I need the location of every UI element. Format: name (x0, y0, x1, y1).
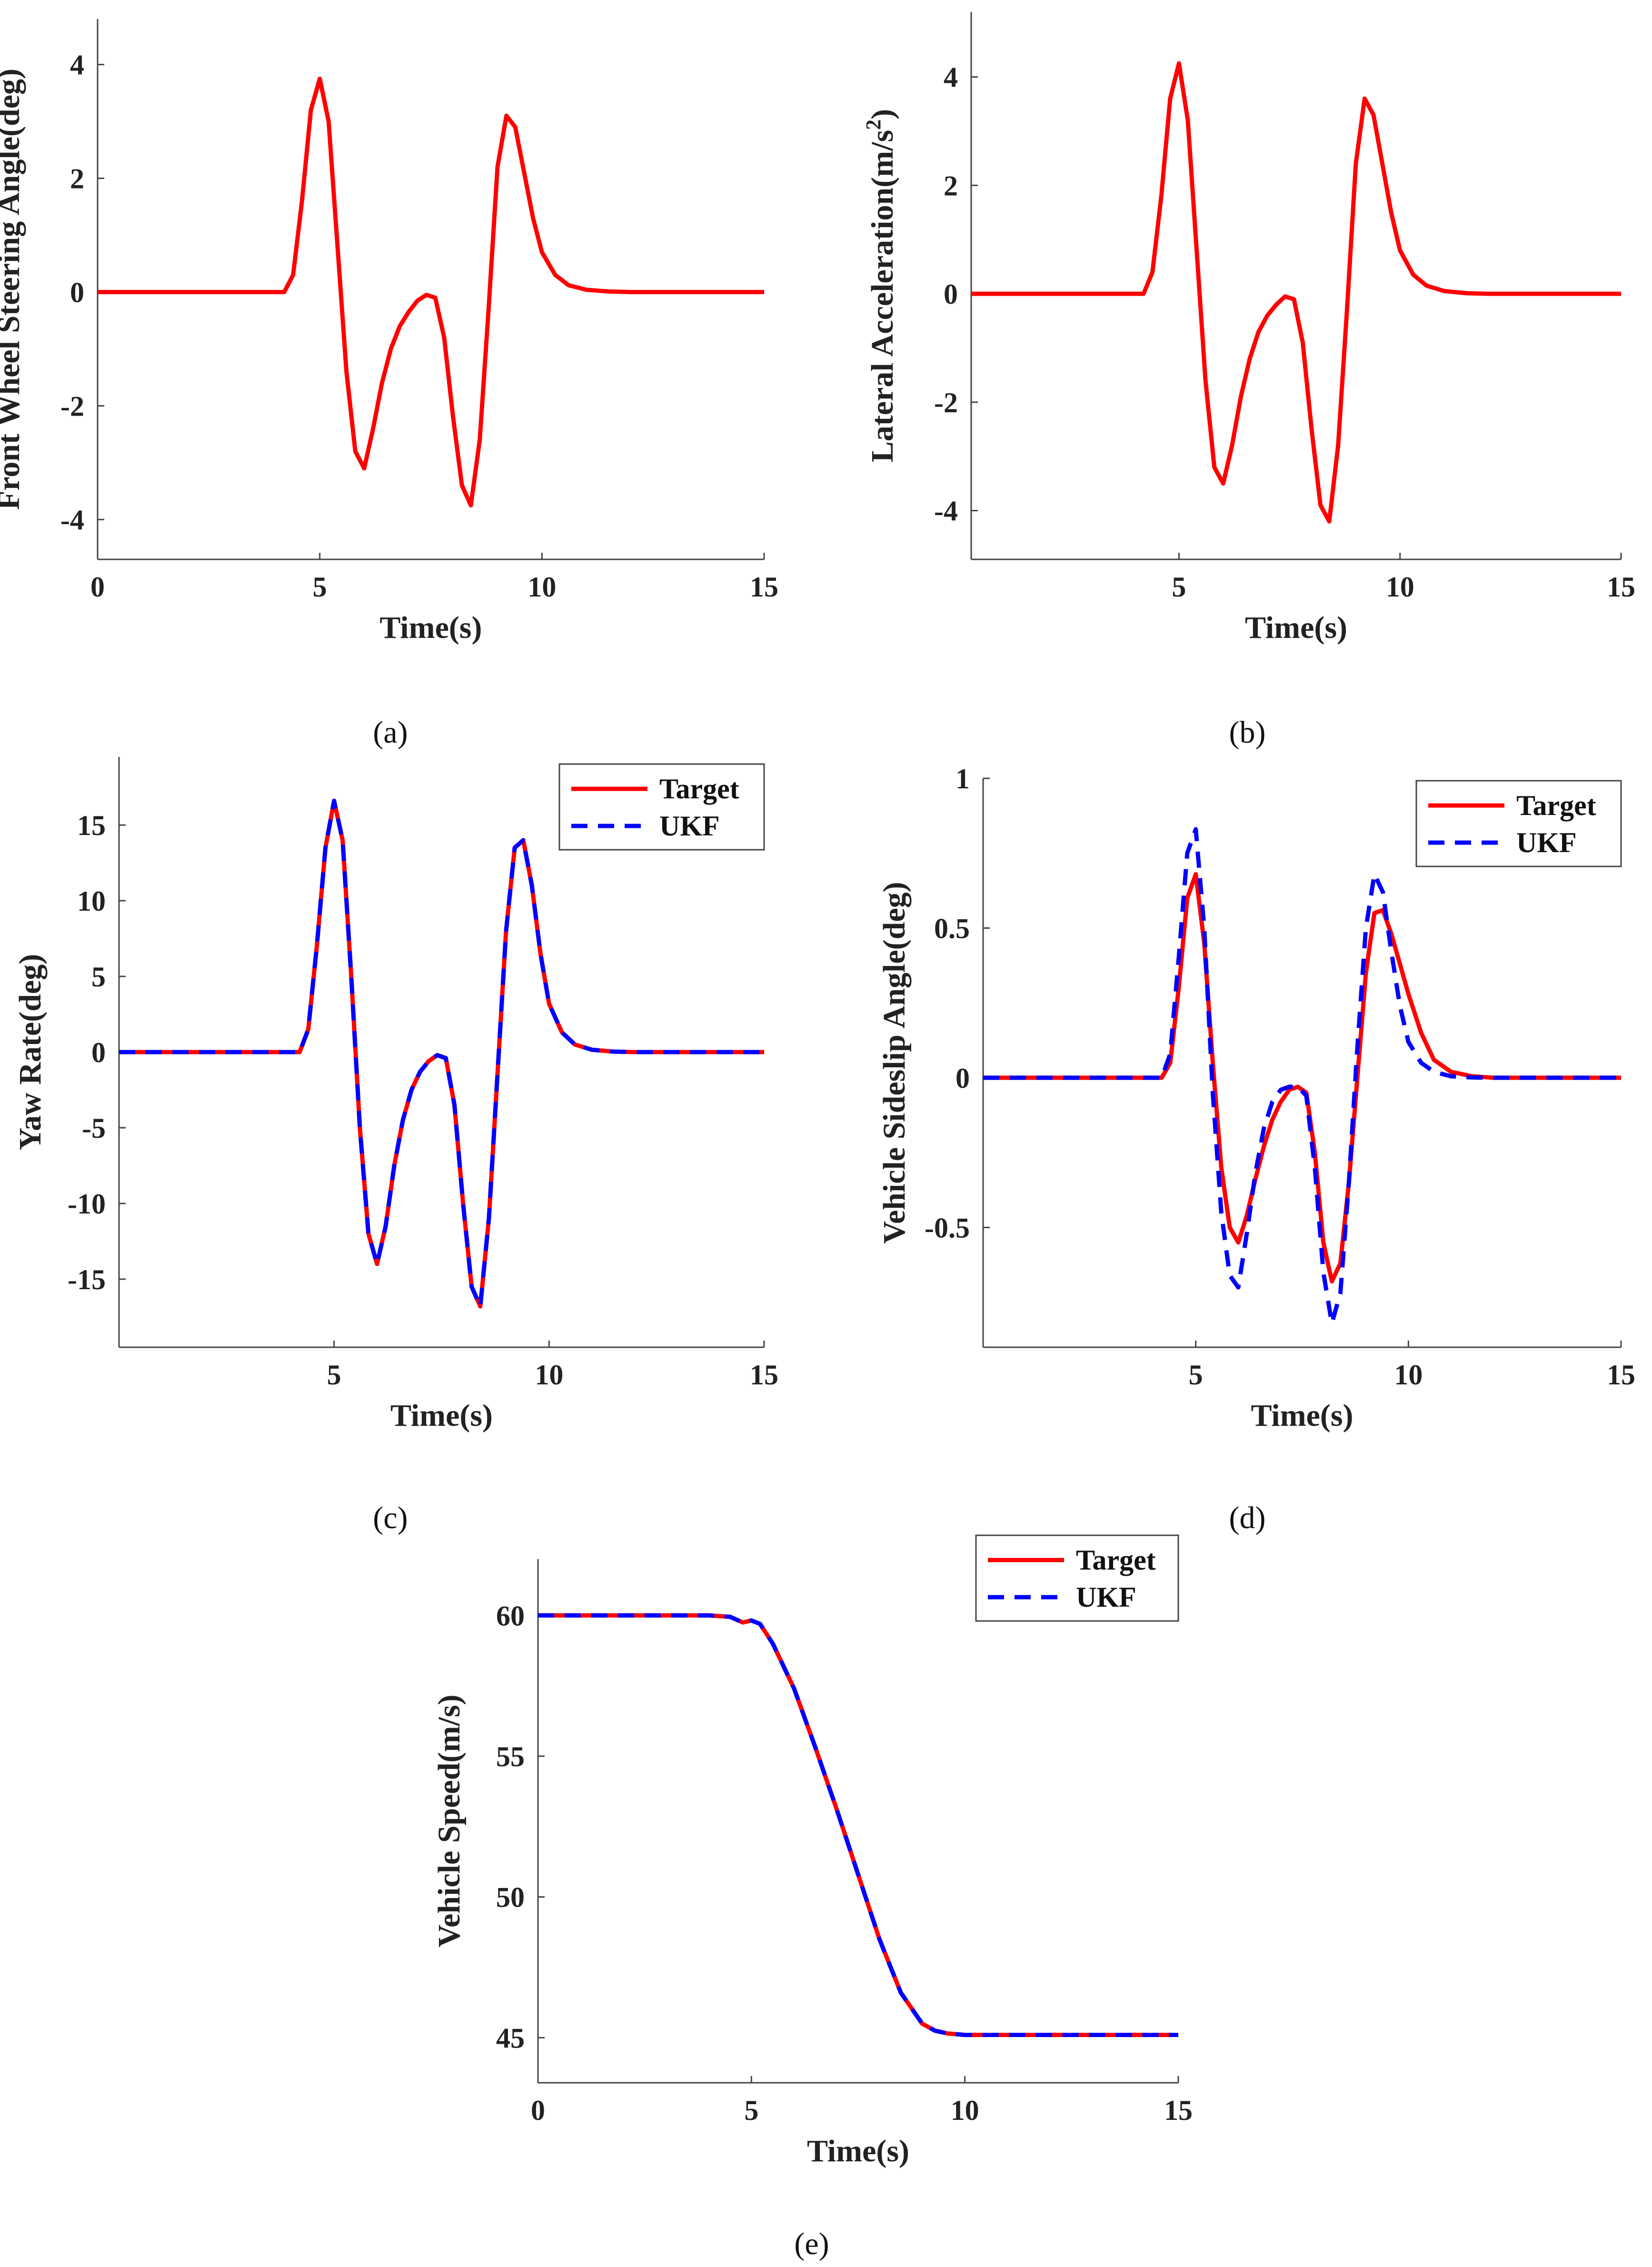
series-line-ukf (119, 798, 764, 1309)
y-tick-label: -5 (82, 1113, 106, 1144)
series-line-ukf (538, 1613, 1178, 2037)
y-tick-label: -0.5 (925, 1212, 970, 1243)
legend-box (558, 763, 765, 851)
x-axis-label-e: Time(s) (807, 2134, 909, 2168)
panel-d: 5 10 15 -0.5 0 0.5 1 Time(s) Vehicle Sideslip An… (877, 763, 1635, 1535)
series-line-ukf (983, 827, 1621, 1326)
y-tick-label: 2 (70, 163, 84, 195)
y-tick-label: 4 (944, 62, 958, 93)
panel-caption-b: (b) (1229, 715, 1266, 750)
x-tick-label: 5 (1172, 571, 1186, 603)
x-axis-label-d: Time(s) (1251, 1398, 1353, 1433)
y-tick-label: -10 (68, 1188, 106, 1220)
y-axis-label-d: Vehicle Sideslip Angle(deg) (877, 882, 912, 1243)
panel-caption-e: (e) (794, 2227, 829, 2261)
series-line-target (538, 1613, 1178, 2037)
y-axis-label-c: Yaw Rate(deg) (13, 954, 48, 1150)
series-line-lateral-acceleration (971, 61, 1621, 524)
x-tick-label: 5 (313, 571, 327, 603)
legend-label-ukf: UKF (659, 810, 720, 842)
x-tick-label: 10 (1386, 571, 1414, 603)
x-tick-label: 15 (1607, 571, 1635, 603)
x-tick-label: 10 (1394, 1359, 1423, 1391)
legend-box (975, 1534, 1179, 1622)
x-axis-label-c: Time(s) (390, 1398, 493, 1433)
x-tick-label: 15 (1164, 2095, 1193, 2126)
panel-c: 5 10 15 -15 -10 -5 0 5 10 15 Time(s) Yaw Rate(deg) T… (13, 757, 778, 1535)
x-tick-label: 0 (90, 571, 105, 603)
y-tick-label: 55 (496, 1741, 525, 1772)
y-tick-label: 15 (77, 810, 106, 841)
x-tick-label: 10 (527, 571, 556, 603)
y-tick-label: 1 (955, 763, 970, 795)
legend-e: Target UKF (975, 1534, 1179, 1622)
panel-b: 5 10 15 -4 -2 0 2 4 Time(s) Lateral Acceleration(… (862, 12, 1635, 750)
series-line-front-wheel-steering-angle (98, 76, 764, 507)
x-tick-label: 5 (744, 2095, 758, 2126)
y-tick-label: 2 (944, 170, 958, 201)
y-tick-label: 10 (77, 885, 106, 917)
y-tick-label: -4 (934, 496, 958, 527)
x-tick-label: 15 (750, 571, 778, 603)
y-tick-label: 0 (91, 1037, 106, 1068)
y-axis-label-b: Lateral Acceleration(m/s2) (862, 109, 900, 462)
x-tick-label: 5 (327, 1359, 341, 1391)
y-tick-label: 0 (955, 1063, 970, 1094)
x-axis-label-a: Time(s) (379, 610, 482, 645)
y-tick-label: -4 (60, 504, 84, 536)
x-tick-label: 5 (1189, 1359, 1203, 1391)
legend-c: Target UKF (558, 763, 765, 851)
legend-label-target: Target (1076, 1544, 1156, 1576)
y-tick-label: 45 (496, 2022, 525, 2054)
y-tick-label: 0 (944, 278, 958, 310)
y-tick-label: 5 (91, 961, 106, 993)
y-tick-label: 50 (496, 1882, 525, 1913)
y-tick-label: 0 (70, 277, 84, 308)
legend-label-target: Target (1516, 790, 1596, 821)
legend-box (1415, 780, 1622, 867)
x-tick-label: 15 (750, 1359, 778, 1391)
x-axis-label-b: Time(s) (1245, 610, 1347, 645)
y-tick-label: -2 (934, 387, 958, 418)
y-tick-label: 60 (496, 1600, 525, 1631)
panel-e: 0 5 10 15 45 50 55 60 Time(s) Vehicle Speed(m/s) T… (432, 1534, 1193, 2261)
legend-label-target: Target (659, 773, 739, 805)
y-axis-label-a: Front Wheel Steering Angle(deg) (0, 69, 26, 510)
panel-caption-a: (a) (373, 715, 408, 750)
y-tick-label: 4 (70, 50, 84, 81)
y-tick-label: 0.5 (934, 913, 970, 944)
x-tick-label: 10 (535, 1359, 563, 1391)
panel-a: 0 5 10 15 -4 -2 0 2 4 Time(s) Front Wheel Steering… (0, 19, 778, 750)
x-tick-label: 15 (1607, 1359, 1635, 1391)
legend-label-ukf: UKF (1076, 1581, 1136, 1613)
legend-label-ukf: UKF (1516, 827, 1577, 858)
x-tick-label: 0 (531, 2095, 545, 2126)
panel-caption-c: (c) (373, 1501, 408, 1535)
y-tick-label: -2 (60, 390, 84, 422)
y-axis-label-e: Vehicle Speed(m/s) (432, 1694, 467, 1947)
legend-d: Target UKF (1415, 780, 1622, 867)
panel-caption-d: (d) (1229, 1501, 1266, 1535)
y-tick-label: -15 (68, 1264, 106, 1295)
x-tick-label: 10 (951, 2095, 979, 2126)
